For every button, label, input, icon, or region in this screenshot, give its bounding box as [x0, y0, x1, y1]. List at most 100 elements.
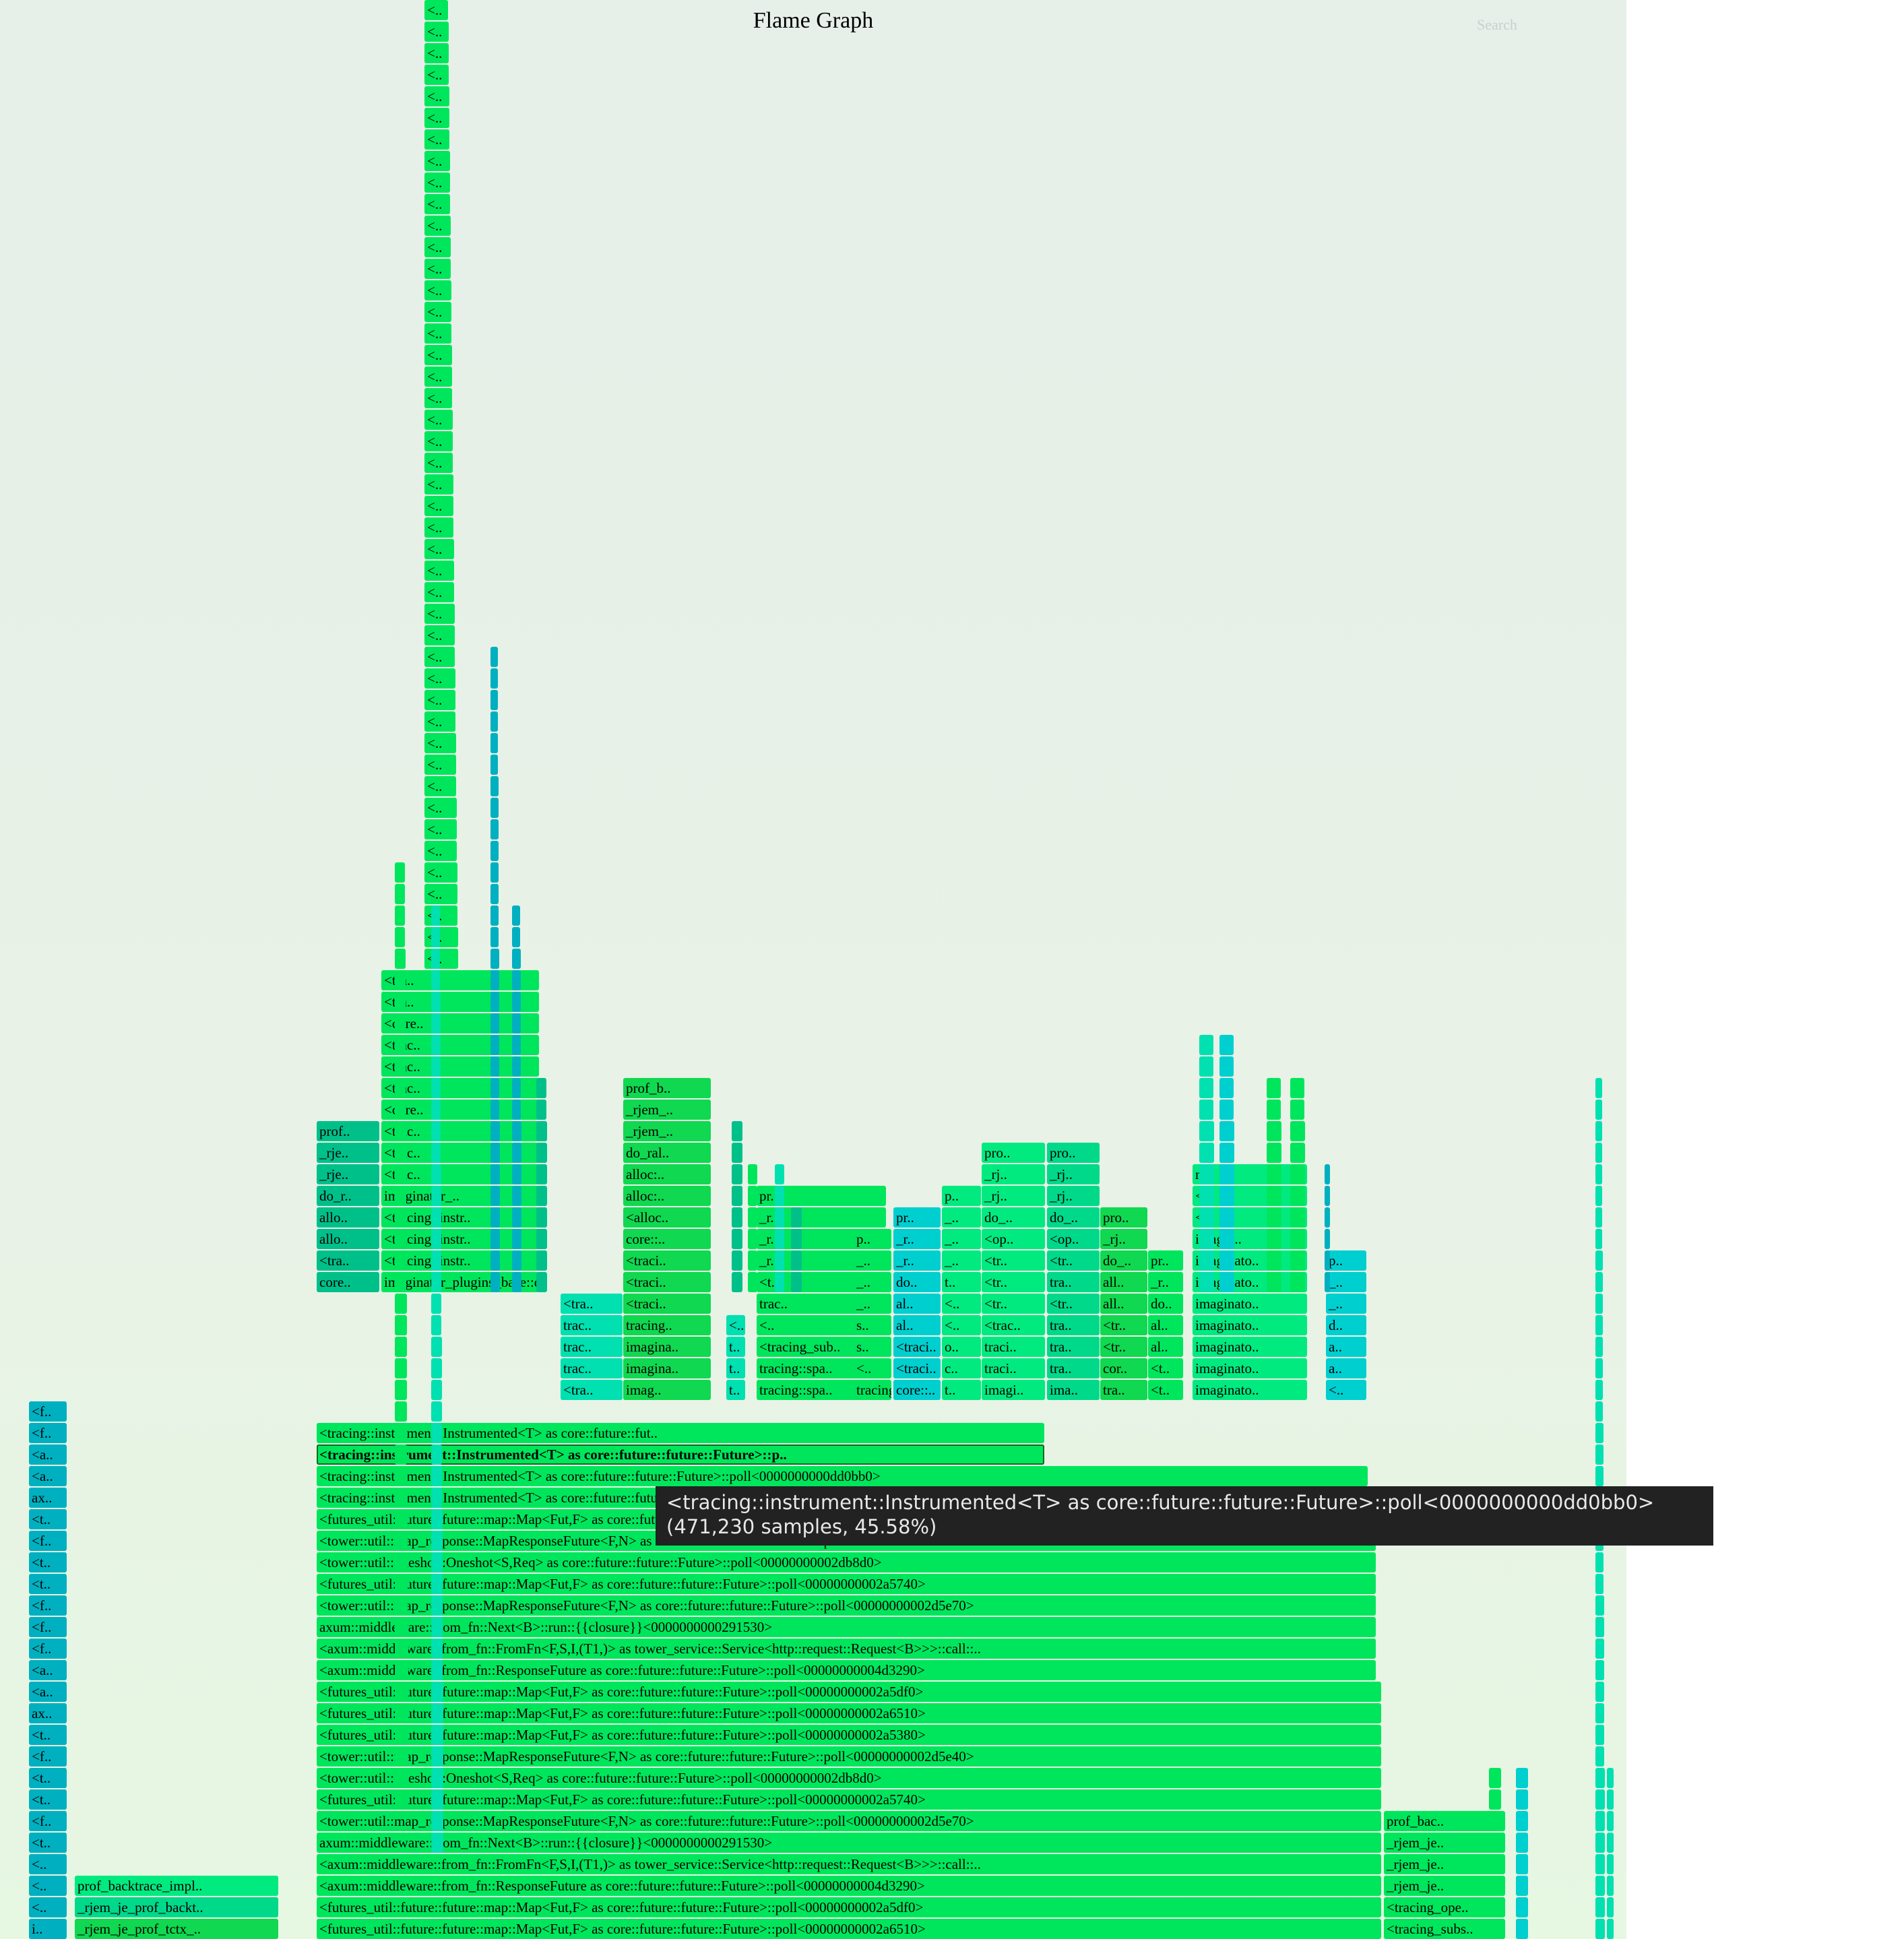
stack-frame[interactable]: [1199, 1250, 1214, 1271]
stack-frame[interactable]: [732, 1250, 742, 1271]
stack-frame[interactable]: _..: [1326, 1294, 1366, 1314]
stack-frame[interactable]: <axum::middleware::from_fn::ResponseFutu…: [317, 1876, 1381, 1896]
stack-frame[interactable]: [395, 1401, 407, 1422]
stack-frame[interactable]: [395, 1272, 406, 1292]
stack-frame[interactable]: [1290, 1207, 1305, 1228]
stack-frame[interactable]: <tracing_subs..: [1384, 1919, 1505, 1939]
stack-frame[interactable]: [1595, 1833, 1605, 1853]
stack-frame[interactable]: <..: [424, 367, 452, 387]
stack-frame[interactable]: [431, 1444, 442, 1465]
stack-frame[interactable]: [536, 1143, 547, 1163]
stack-frame[interactable]: _rjem_..: [623, 1100, 711, 1120]
stack-frame[interactable]: [512, 1100, 521, 1120]
stack-frame[interactable]: [431, 1552, 443, 1572]
stack-frame[interactable]: <..: [424, 453, 453, 473]
stack-frame[interactable]: <tr..: [982, 1250, 1045, 1271]
stack-frame[interactable]: [395, 1250, 406, 1271]
stack-frame[interactable]: [1325, 1250, 1330, 1271]
stack-frame[interactable]: [1219, 1272, 1234, 1292]
stack-frame[interactable]: [1489, 1919, 1501, 1939]
stack-frame[interactable]: [431, 1703, 443, 1723]
stack-frame[interactable]: [490, 1100, 499, 1120]
stack-frame[interactable]: [1219, 1121, 1234, 1141]
stack-frame[interactable]: [748, 1250, 757, 1271]
stack-frame[interactable]: do_..: [1047, 1207, 1100, 1228]
stack-frame[interactable]: [431, 1100, 441, 1120]
stack-frame[interactable]: _rjem_je_prof_tctx_..: [75, 1919, 278, 1939]
stack-frame[interactable]: alloc:..: [623, 1186, 711, 1206]
stack-frame[interactable]: [395, 1725, 408, 1745]
stack-frame[interactable]: [1595, 1703, 1604, 1723]
stack-frame[interactable]: [431, 1789, 443, 1810]
stack-frame[interactable]: [1267, 1100, 1281, 1120]
stack-frame[interactable]: _rje..: [317, 1143, 379, 1163]
stack-frame[interactable]: tra..: [1047, 1358, 1100, 1378]
stack-frame[interactable]: [732, 1229, 742, 1249]
stack-frame[interactable]: al..: [893, 1294, 941, 1314]
stack-frame[interactable]: [732, 1164, 742, 1184]
stack-frame[interactable]: <tracing::instrument::Instrumented<T> as…: [317, 1423, 1044, 1443]
stack-frame[interactable]: imaginato..: [1193, 1337, 1307, 1357]
stack-frame[interactable]: [512, 949, 521, 969]
stack-frame[interactable]: <futures_util::future::future::map::Map<…: [317, 1725, 1381, 1745]
stack-frame[interactable]: [490, 1078, 499, 1098]
stack-frame[interactable]: c..: [942, 1358, 981, 1378]
stack-frame[interactable]: [395, 1660, 408, 1680]
stack-frame[interactable]: [536, 1250, 547, 1271]
stack-frame[interactable]: <t..: [29, 1574, 67, 1594]
stack-frame[interactable]: [791, 1207, 802, 1228]
stack-frame[interactable]: <traci..: [623, 1294, 711, 1314]
stack-frame[interactable]: [490, 755, 498, 775]
stack-frame[interactable]: [791, 1229, 802, 1249]
stack-frame[interactable]: [1595, 1595, 1604, 1616]
stack-frame[interactable]: [1595, 1876, 1605, 1896]
stack-frame[interactable]: core..: [317, 1272, 379, 1292]
stack-frame[interactable]: axum::middleware::from_fn::Next<B>::run:…: [317, 1833, 1381, 1853]
stack-frame[interactable]: [512, 1229, 521, 1249]
stack-frame[interactable]: prof..: [317, 1121, 379, 1141]
stack-frame[interactable]: [490, 1207, 500, 1228]
stack-frame[interactable]: [1595, 1121, 1602, 1141]
stack-frame[interactable]: <f..: [29, 1746, 67, 1767]
stack-frame[interactable]: _..: [942, 1250, 981, 1271]
stack-frame[interactable]: [512, 1272, 521, 1292]
stack-frame[interactable]: [431, 1315, 441, 1335]
stack-frame[interactable]: [1595, 1078, 1602, 1098]
stack-frame[interactable]: [1607, 1811, 1614, 1831]
stack-frame[interactable]: <tr..: [1047, 1294, 1100, 1314]
stack-frame[interactable]: <..: [424, 410, 453, 430]
search-button[interactable]: Search: [1477, 16, 1517, 33]
stack-frame[interactable]: [1325, 1186, 1330, 1206]
stack-frame[interactable]: [490, 862, 499, 883]
stack-frame[interactable]: [490, 668, 498, 689]
stack-frame[interactable]: do..: [893, 1272, 941, 1292]
stack-frame[interactable]: [395, 1315, 407, 1335]
stack-frame[interactable]: <tr..: [1047, 1250, 1100, 1271]
stack-frame[interactable]: [1325, 1272, 1330, 1292]
stack-frame[interactable]: [431, 949, 440, 969]
stack-frame[interactable]: [732, 1143, 742, 1163]
stack-frame[interactable]: pro..: [982, 1143, 1045, 1163]
stack-frame[interactable]: [791, 1250, 802, 1271]
stack-frame[interactable]: <..: [424, 345, 452, 365]
stack-frame[interactable]: [431, 1078, 441, 1098]
stack-frame[interactable]: [512, 1143, 521, 1163]
stack-frame[interactable]: s..: [854, 1315, 891, 1335]
stack-frame[interactable]: prof_b..: [623, 1078, 711, 1098]
stack-frame[interactable]: core::..: [893, 1380, 941, 1400]
stack-frame[interactable]: [490, 1250, 500, 1271]
stack-frame[interactable]: [395, 862, 405, 883]
stack-frame[interactable]: [431, 1488, 442, 1508]
stack-frame[interactable]: [1219, 1164, 1234, 1184]
stack-frame[interactable]: [536, 1229, 547, 1249]
stack-frame[interactable]: [1595, 1639, 1604, 1659]
stack-frame[interactable]: tra..: [1047, 1315, 1100, 1335]
stack-frame[interactable]: imaginato..: [1193, 1380, 1307, 1400]
stack-frame[interactable]: [1489, 1854, 1501, 1874]
stack-frame[interactable]: [1595, 1660, 1604, 1680]
stack-frame[interactable]: [791, 1272, 802, 1292]
stack-frame[interactable]: [1595, 1250, 1603, 1271]
stack-frame[interactable]: [1595, 1294, 1603, 1314]
stack-frame[interactable]: [1325, 1164, 1330, 1184]
stack-frame[interactable]: [1595, 1272, 1603, 1292]
